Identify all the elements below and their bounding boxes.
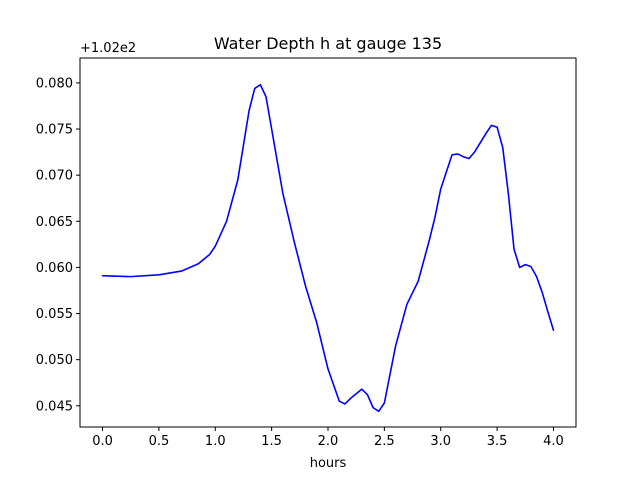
y-axis-offset-label: +1.02e2 [80, 41, 136, 56]
y-tick-label: 0.065 [36, 215, 73, 230]
x-tick-label: 2.0 [318, 434, 339, 449]
y-tick-label: 0.070 [36, 169, 73, 184]
y-tick-label: 0.050 [36, 353, 73, 368]
y-tick-label: 0.075 [36, 123, 73, 138]
y-tick-label: 0.055 [36, 307, 73, 322]
x-tick-label: 0.0 [92, 434, 113, 449]
x-tick-label: 1.0 [205, 434, 226, 449]
y-tick-label: 0.060 [36, 261, 73, 276]
x-tick-label: 3.5 [487, 434, 508, 449]
x-tick-label: 2.5 [374, 434, 395, 449]
x-tick-label: 0.5 [149, 434, 170, 449]
x-tick-label: 3.0 [430, 434, 451, 449]
x-axis-label: hours [310, 456, 347, 471]
plot-area: 0.0 0.5 1.0 1.5 2.0 2.5 3.0 3.5 4.0 0.045 0.050 0.0… [36, 57, 577, 449]
plot-frame [79, 57, 577, 428]
x-tick-label: 4.0 [543, 434, 564, 449]
y-tick-label: 0.080 [36, 76, 73, 91]
y-tick-label: 0.045 [36, 399, 73, 414]
chart-title: Water Depth h at gauge 135 [214, 34, 442, 53]
x-tick-label: 1.5 [261, 434, 282, 449]
series-line-0 [101, 83, 555, 413]
